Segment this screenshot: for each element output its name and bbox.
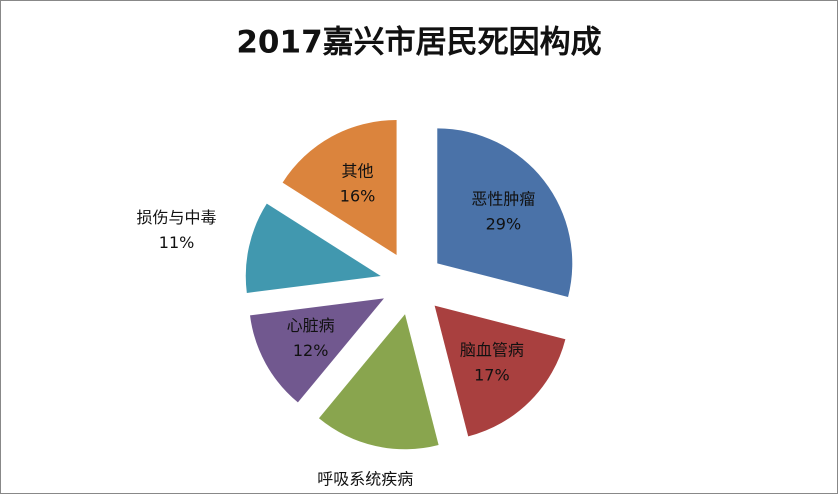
slice-label: 脑血管病 — [460, 340, 524, 359]
slice-label: 其他 — [342, 161, 374, 180]
pie-slice — [245, 203, 381, 293]
pie-slice — [437, 128, 573, 297]
pie-slice — [318, 314, 439, 450]
slice-label: 损伤与中毒 — [137, 208, 217, 227]
slice-value-label: 16% — [340, 186, 376, 205]
pie-slice — [250, 298, 384, 403]
slice-label: 恶性肿瘤 — [471, 190, 535, 209]
slice-label: 心脏病 — [287, 316, 335, 335]
slice-value-label: 11% — [159, 233, 195, 252]
slice-label: 呼吸系统疾病 — [317, 470, 413, 489]
chart-title: 2017嘉兴市居民死因构成 — [236, 25, 601, 61]
slice-value-label: 12% — [293, 341, 329, 360]
pie-slice — [282, 119, 397, 255]
slice-value-label: 17% — [474, 365, 510, 384]
slice-value-label: 29% — [486, 215, 522, 234]
pie-slice — [434, 305, 566, 437]
